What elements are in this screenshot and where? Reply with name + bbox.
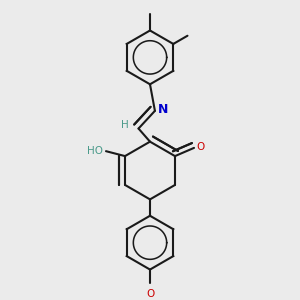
Text: HO: HO bbox=[87, 146, 104, 156]
Text: O: O bbox=[146, 289, 154, 298]
Text: N: N bbox=[158, 103, 169, 116]
Text: O: O bbox=[196, 142, 205, 152]
Text: H: H bbox=[121, 120, 129, 130]
